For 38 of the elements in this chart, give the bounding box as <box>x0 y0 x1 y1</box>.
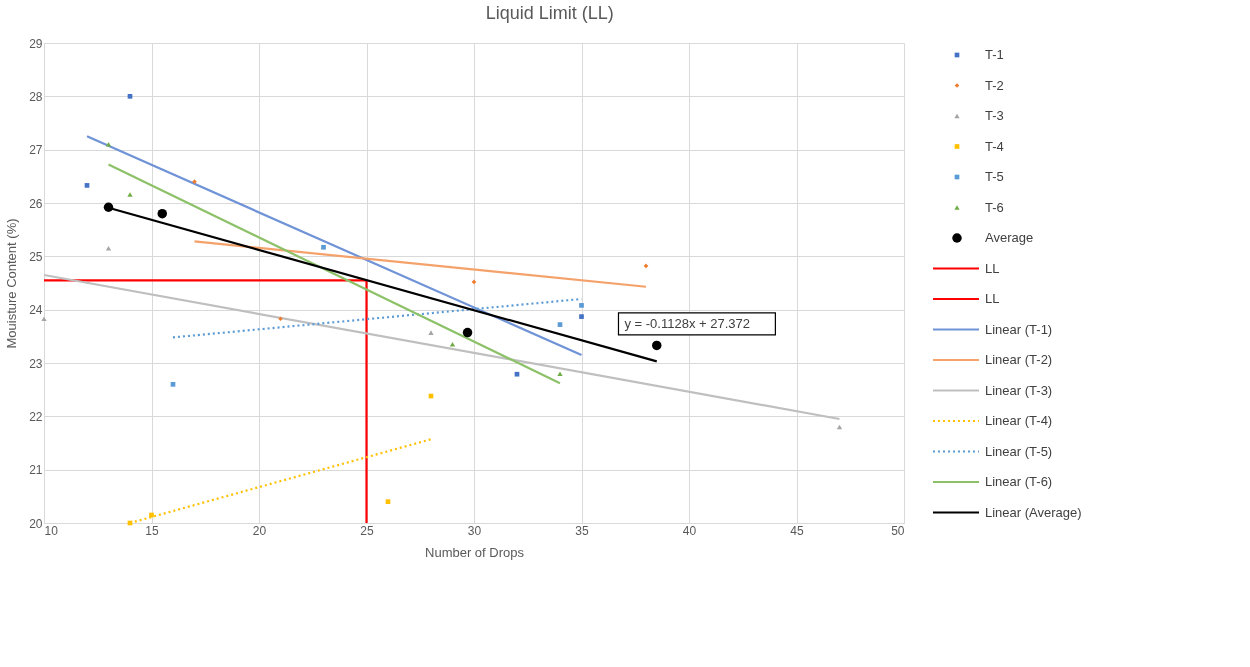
legend-label: Linear (T-3) <box>985 382 1053 398</box>
legend-label: T-4 <box>985 138 1004 154</box>
y-tick-label: 27 <box>29 143 43 158</box>
annotation: y = -0.1128x + 27.372 <box>624 315 751 331</box>
y-axis-title: Mouisture Content (%) <box>4 218 20 349</box>
legend-label: Linear (T-5) <box>985 443 1053 459</box>
y-tick-label: 24 <box>29 303 43 318</box>
x-tick-label: 45 <box>790 523 804 538</box>
x-tick-label: 50 <box>891 523 905 538</box>
x-tick-label: 40 <box>682 523 697 538</box>
legend-label: Linear (T-2) <box>985 352 1053 367</box>
legend-label: Linear (T-6) <box>985 474 1053 489</box>
legend-label: T-1 <box>985 47 1004 62</box>
x-tick-label: 10 <box>44 523 59 538</box>
legend-label: LL <box>985 260 1000 276</box>
x-tick-label: 20 <box>252 523 267 538</box>
x-tick-label: 15 <box>145 523 159 538</box>
legend-label: Linear (Average) <box>985 504 1082 520</box>
legend-label: T-5 <box>985 169 1004 184</box>
y-tick-label: 28 <box>29 89 43 104</box>
y-tick-label: 22 <box>29 409 43 424</box>
y-tick-label: 29 <box>29 36 43 51</box>
y-tick-label: 25 <box>29 249 43 264</box>
x-axis-title: Number of Drops <box>425 544 525 560</box>
x-tick-label: 30 <box>467 523 482 538</box>
legend-label: T-6 <box>985 199 1004 215</box>
legend-label: LL <box>985 291 1000 306</box>
legend-label: Average <box>985 230 1034 245</box>
legend-label: T-3 <box>985 108 1004 123</box>
chart-title: Liquid Limit (LL) <box>485 3 614 23</box>
x-tick-label: 25 <box>360 523 374 538</box>
x-tick-label: 35 <box>575 523 589 538</box>
y-tick-label: 21 <box>29 463 43 478</box>
y-tick-label: 23 <box>29 356 43 371</box>
legend-label: Linear (T-1) <box>985 321 1053 337</box>
legend-label: Linear (T-4) <box>985 413 1053 428</box>
y-tick-label: 26 <box>29 196 43 211</box>
legend-label: T-2 <box>985 77 1004 93</box>
